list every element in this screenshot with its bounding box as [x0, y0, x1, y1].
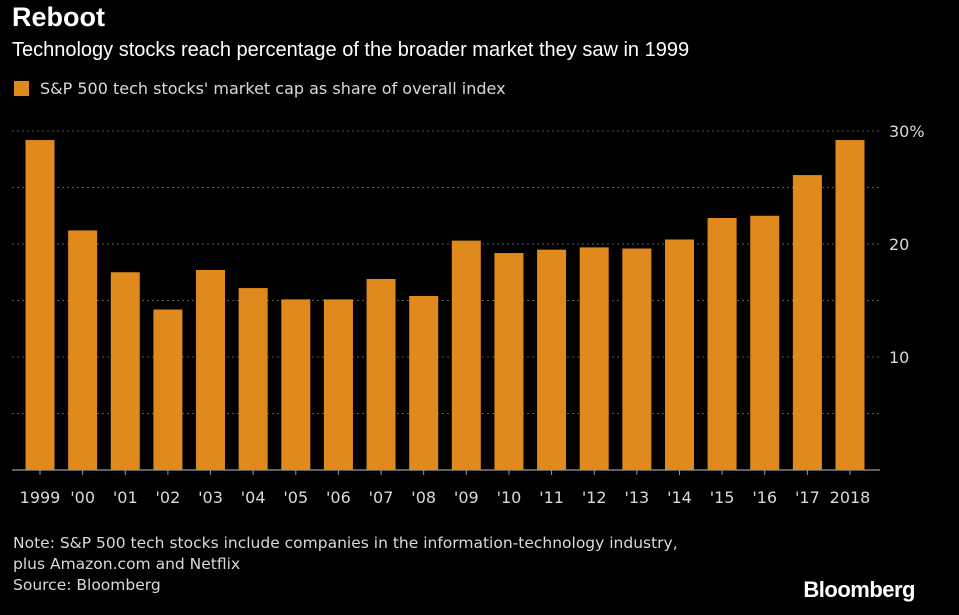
x-tick-label: '08: [411, 488, 436, 507]
x-tick-label: '00: [70, 488, 95, 507]
x-tick-label: '15: [710, 488, 735, 507]
y-tick-label: 30%: [889, 122, 925, 141]
bar-03: [196, 269, 226, 470]
bar-15: [707, 218, 737, 470]
chart-subtitle: Technology stocks reach percentage of th…: [12, 39, 690, 61]
bars: [25, 140, 865, 471]
x-tick-label: '05: [283, 488, 308, 507]
source-line: Source: Bloomberg: [13, 576, 161, 594]
bar-16: [750, 215, 780, 470]
bar-02: [153, 309, 183, 470]
x-tick-label: 1999: [20, 488, 61, 507]
bar-1999: [25, 140, 55, 471]
legend: S&P 500 tech stocks' market cap as share…: [14, 79, 506, 98]
x-tick-label: '02: [156, 488, 181, 507]
bar-2018: [835, 140, 865, 471]
bar-11: [537, 249, 567, 470]
bar-08: [409, 295, 439, 470]
bar-04: [238, 288, 268, 470]
x-tick-label: '16: [752, 488, 777, 507]
grid-lines: [12, 130, 880, 471]
y-tick-label: 10: [889, 348, 909, 367]
bar-01: [110, 272, 140, 470]
x-tick-label: '14: [667, 488, 692, 507]
note-line-2: plus Amazon.com and Netflix: [13, 555, 241, 573]
legend-swatch: [14, 81, 29, 96]
bar-12: [579, 247, 609, 470]
bar-09: [451, 240, 481, 470]
bar-13: [622, 248, 652, 470]
x-tick-label: '13: [624, 488, 649, 507]
x-tick-label: '11: [539, 488, 564, 507]
y-tick-label: 20: [889, 235, 909, 254]
x-tick-label: '07: [369, 488, 394, 507]
bar-06: [323, 299, 353, 470]
bar-17: [792, 175, 822, 470]
bar-07: [366, 279, 396, 470]
legend-label: S&P 500 tech stocks' market cap as share…: [40, 79, 506, 98]
x-tick-label: '06: [326, 488, 351, 507]
x-tick-label: '04: [241, 488, 266, 507]
bloomberg-logo: Bloomberg: [803, 577, 915, 602]
chart-notes: Note: S&P 500 tech stocks include compan…: [13, 533, 678, 596]
x-tick-label: '17: [795, 488, 820, 507]
x-tick-label: '03: [198, 488, 223, 507]
bar-14: [664, 239, 694, 470]
x-tick-label: '12: [582, 488, 607, 507]
x-tick-label: '10: [497, 488, 522, 507]
x-axis: 1999 '00 '01 '02 '03 '04 '05 '06 '07 '08 '09 '10 '11…: [20, 470, 871, 507]
x-tick-label: '09: [454, 488, 479, 507]
x-tick-label: 2018: [830, 488, 871, 507]
chart-title: Reboot: [12, 2, 105, 32]
bar-10: [494, 253, 524, 470]
x-tick-label: '01: [113, 488, 138, 507]
bar-00: [68, 230, 98, 470]
y-axis: 10 20 30%: [889, 122, 925, 367]
bar-05: [281, 299, 311, 470]
note-line-1: Note: S&P 500 tech stocks include compan…: [13, 534, 678, 552]
